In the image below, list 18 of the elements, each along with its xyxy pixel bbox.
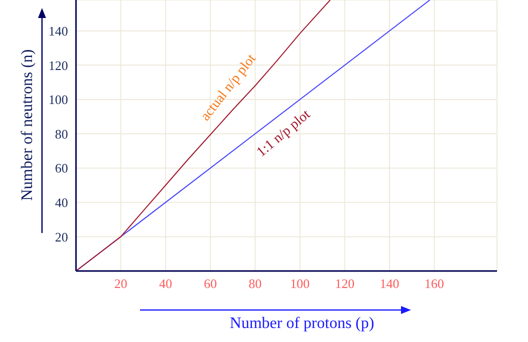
- x-tick-label: 120: [334, 276, 354, 292]
- y-tick-label: 60: [55, 160, 68, 176]
- y-tick-label: 20: [55, 229, 68, 244]
- y-tick-label: 40: [55, 195, 68, 210]
- y-tick-label: 120: [48, 58, 68, 73]
- y-axis-title: Number of neutrons (n): [19, 49, 36, 201]
- x-tick-label: 80: [248, 276, 262, 292]
- x-tick-label: 20: [114, 276, 128, 292]
- x-axis-title: Number of protons (p): [230, 315, 374, 332]
- x-tick-label: 140: [380, 276, 400, 292]
- x-tick-label: 160: [424, 276, 444, 292]
- x-tick-label: 100: [290, 276, 310, 292]
- x-tick-label: 40: [159, 276, 172, 292]
- y-tick-label: 140: [48, 23, 68, 38]
- annotation: 1:1 n/p plot: [254, 107, 314, 160]
- y-tick-label: 80: [55, 126, 68, 142]
- x-tick-label: 60: [204, 276, 217, 292]
- y-tick-label: 100: [48, 92, 68, 108]
